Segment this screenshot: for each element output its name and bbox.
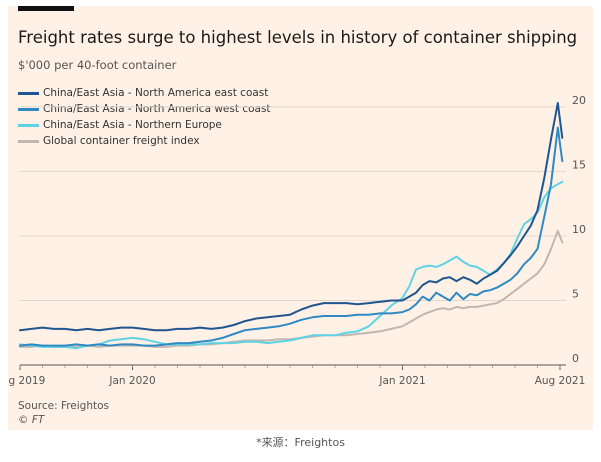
legend-swatch bbox=[18, 91, 39, 95]
legend-item: China/East Asia - Northern Europe bbox=[18, 117, 271, 133]
x-tick-label: Aug 2019 bbox=[8, 375, 45, 387]
legend-label: China/East Asia - North America east coa… bbox=[43, 87, 269, 99]
source-note: Source: Freightos bbox=[18, 400, 110, 412]
chart-legend: China/East Asia - North America east coa… bbox=[18, 85, 271, 149]
legend-item: Global container freight index bbox=[18, 133, 271, 149]
legend-swatch bbox=[18, 123, 39, 127]
series-line bbox=[19, 229, 564, 348]
ft-accent-bar bbox=[18, 6, 74, 11]
series-line bbox=[19, 102, 564, 332]
legend-label: Global container freight index bbox=[43, 135, 200, 147]
x-tick-label: Aug 2021 bbox=[535, 375, 586, 387]
x-tick-label: Jan 2021 bbox=[378, 375, 425, 387]
image-caption: *来源：Freightos bbox=[256, 436, 345, 449]
legend-label: China/East Asia - Northern Europe bbox=[43, 119, 222, 131]
y-tick-label: 5 bbox=[572, 287, 579, 300]
x-tick-label: Jan 2020 bbox=[108, 375, 155, 387]
y-tick-label: 20 bbox=[572, 94, 586, 107]
line-chart: 0 5 10 15 20 Aug 2019 Jan 2020 Jan 2021 Aug 2021 bbox=[8, 94, 586, 387]
legend-swatch bbox=[18, 139, 39, 143]
legend-item: China/East Asia - North America west coa… bbox=[18, 101, 271, 117]
legend-swatch bbox=[18, 107, 39, 111]
ft-credit: © FT bbox=[18, 414, 45, 426]
legend-label: China/East Asia - North America west coa… bbox=[43, 103, 271, 115]
chart-title: Freight rates surge to highest levels in… bbox=[18, 28, 578, 47]
y-tick-label: 15 bbox=[572, 158, 586, 171]
chart-card: Freight rates surge to highest levels in… bbox=[8, 6, 593, 430]
series-line bbox=[19, 126, 564, 347]
legend-item: China/East Asia - North America east coa… bbox=[18, 85, 271, 101]
y-tick-label: 10 bbox=[572, 223, 586, 236]
y-tick-label: 0 bbox=[572, 352, 579, 365]
chart-subtitle: $'000 per 40-foot container bbox=[18, 58, 177, 72]
